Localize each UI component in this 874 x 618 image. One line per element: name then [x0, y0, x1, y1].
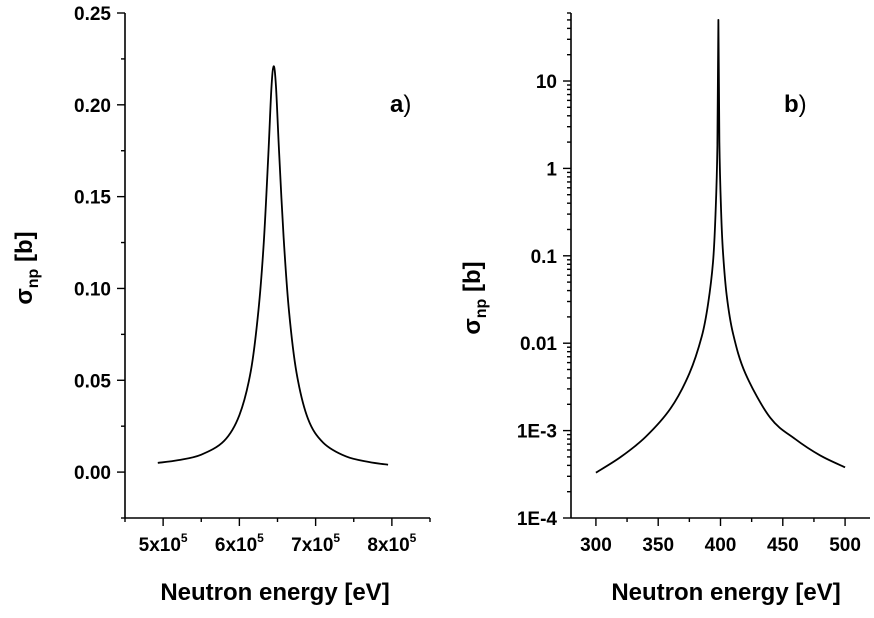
panel-b-x-tick-label: 400: [705, 535, 737, 556]
panel-a-y-tick-label: 0.15: [74, 188, 111, 209]
panel-b-y-tick-label: 10: [536, 72, 557, 93]
panel-a-x-tick-label: 6x105: [215, 531, 264, 556]
panel-b-x-tick-label: 300: [580, 535, 612, 556]
panel-a-label: a): [390, 91, 411, 118]
panel-a-y-axis-title: σnp [b]: [11, 231, 42, 304]
panel-a-x-axis-title: Neutron energy [eV]: [160, 579, 389, 606]
panel-a-y-tick-label: 0.10: [74, 279, 111, 300]
panel-b-y-axis-subscript: np: [473, 298, 490, 318]
panel-a-x-tick-label: 8x105: [367, 531, 416, 556]
panel-b-series-line: [595, 19, 846, 474]
panel-b-y-tick-label: 1E-4: [517, 509, 558, 530]
panel-b-y-axis-symbol: σ: [459, 318, 486, 334]
panel-b-y-tick-label: 1E-3: [517, 422, 557, 443]
panel-a-y-tick-label: 0.00: [74, 463, 111, 484]
panel-a: 0.00 0.05 0.10 0.15 0.20 0.25 5x105 6x105 7x105…: [11, 4, 431, 606]
panel-a-y-axis-subscript: np: [25, 268, 42, 288]
panel-a-y-tick-label: 0.25: [74, 4, 111, 25]
panel-a-series-line: [157, 65, 389, 466]
panel-b-y-tick-label: 1: [546, 159, 557, 180]
panel-a-y-tick-label: 0.20: [74, 96, 111, 117]
panel-b-y-tick-label: 0.01: [520, 334, 557, 355]
panel-b-x-tick-label: 500: [829, 535, 861, 556]
panel-b-x-tick-label: 350: [642, 535, 674, 556]
panel-a-y-axis-unit: [b]: [11, 231, 38, 268]
panel-b-x-axis-title: Neutron energy [eV]: [611, 579, 840, 606]
panel-a-y-axis-symbol: σ: [11, 288, 38, 304]
panel-b: 1E-4 1E-3 0.01 0.1 1 10 300 350 400 450 500 Neutr…: [459, 12, 870, 606]
panel-a-x-tick-label: 5x105: [139, 531, 188, 556]
panel-b-label: b): [784, 91, 807, 118]
panel-a-x-tick-label: 7x105: [291, 531, 340, 556]
panel-b-y-axis-title: σnp [b]: [459, 261, 490, 334]
panel-a-y-tick-label: 0.05: [74, 371, 111, 392]
panel-b-x-tick-label: 450: [767, 535, 799, 556]
panel-b-y-axis-unit: [b]: [459, 261, 486, 298]
panel-b-y-tick-label: 0.1: [531, 247, 558, 268]
